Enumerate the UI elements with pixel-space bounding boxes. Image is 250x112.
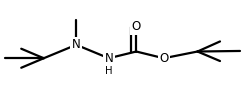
Text: N: N <box>72 38 80 51</box>
Text: O: O <box>132 20 141 33</box>
Text: O: O <box>159 52 168 65</box>
Text: N: N <box>104 52 113 65</box>
Text: H: H <box>105 66 112 76</box>
